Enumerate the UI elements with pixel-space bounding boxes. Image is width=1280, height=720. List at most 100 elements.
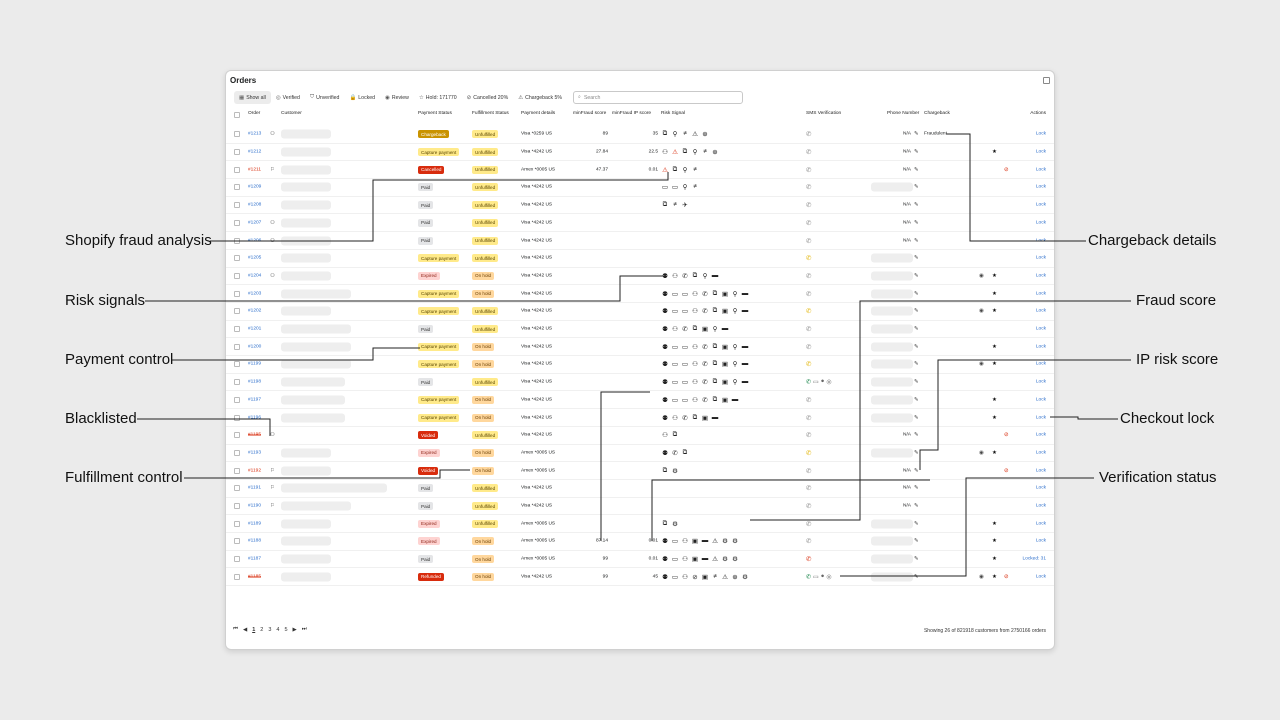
risk-signal-icon[interactable]: ▬ [701, 537, 709, 545]
risk-signal-icon[interactable]: ⚉ [662, 379, 668, 387]
risk-signal-icon[interactable]: ▭ [681, 343, 689, 351]
payment-status-badge[interactable]: Capture payment [418, 307, 460, 316]
risk-signal-icon[interactable]: ⚇ [692, 343, 698, 351]
order-id-link[interactable]: #1204 [248, 273, 262, 279]
phone-icon[interactable]: ✆ [806, 237, 812, 245]
phone-icon[interactable]: ✆ [806, 361, 812, 369]
payment-status-badge[interactable]: Paid [418, 201, 434, 210]
payment-status-badge[interactable]: Paid [418, 236, 434, 245]
checkout-lock-link[interactable]: Lock [1035, 415, 1046, 421]
risk-signal-icon[interactable]: ▭ [671, 184, 679, 192]
col-phone[interactable]: Phone Number [887, 111, 920, 116]
risk-signal-icon[interactable]: ⊕ [712, 149, 718, 157]
risk-signal-icon[interactable]: ▭ [671, 343, 679, 351]
phone-icon[interactable]: ✆ [806, 326, 812, 334]
checkout-lock-link[interactable]: Lock [1035, 149, 1046, 155]
risk-signal-icon[interactable]: ⚇ [682, 538, 688, 546]
order-id-link[interactable]: #1195 [248, 432, 261, 438]
edit-phone-icon[interactable]: ✎ [914, 556, 919, 563]
filter-chip[interactable]: ⊘ Cancelled 20% [462, 91, 514, 104]
order-id-link[interactable]: #1201 [248, 326, 262, 332]
order-id-link[interactable]: #1212 [248, 149, 262, 155]
row-checkbox[interactable] [234, 184, 240, 191]
risk-signal-icon[interactable]: ▬ [711, 413, 719, 421]
order-id-link[interactable]: #1203 [248, 291, 262, 297]
checkout-lock-link[interactable]: Lock [1035, 450, 1046, 456]
order-id-link[interactable]: #1198 [248, 379, 261, 385]
phone-icon[interactable]: ✆ [806, 202, 812, 210]
payment-status-badge[interactable]: Voided [418, 466, 439, 475]
row-checkbox[interactable] [234, 166, 240, 173]
hold-star-icon[interactable]: ★ [992, 556, 997, 563]
phone-icon[interactable]: ✆ [806, 503, 812, 511]
risk-signal-icon[interactable]: ▭ [671, 556, 679, 564]
risk-signal-icon[interactable]: ⚉ [662, 449, 668, 457]
checkout-lock-link[interactable]: Lock [1035, 238, 1046, 244]
row-checkbox[interactable] [234, 396, 240, 403]
payment-status-badge[interactable]: Expired [418, 448, 440, 457]
checkout-lock-link[interactable]: Lock [1035, 538, 1046, 544]
edit-phone-icon[interactable]: ✎ [914, 237, 919, 244]
phone-icon[interactable]: ✆ [806, 131, 812, 139]
payment-status-badge[interactable]: Paid [418, 325, 434, 334]
order-id-link[interactable]: #1197 [248, 397, 261, 403]
risk-signal-icon[interactable]: ▭ [671, 379, 679, 387]
checkout-lock-link[interactable]: Lock [1035, 379, 1046, 385]
table-row[interactable]: #1188 Expired On hold Amex *0005 US 87.14 0.0… [226, 533, 1054, 551]
edit-phone-icon[interactable]: ✎ [914, 272, 919, 279]
risk-signal-icon[interactable]: ▣ [691, 538, 699, 546]
risk-signal-icon[interactable]: ⚇ [692, 290, 698, 298]
fulfillment-status-badge[interactable]: On hold [472, 537, 495, 546]
filter-chip[interactable]: ⛉ Unverified [305, 91, 345, 104]
fulfillment-status-badge[interactable]: Unfulfilled [472, 378, 499, 387]
col-customer[interactable]: Customer [281, 111, 302, 116]
hold-star-icon[interactable]: ★ [992, 308, 997, 315]
risk-signal-icon[interactable]: ⚲ [732, 379, 738, 387]
hold-star-icon[interactable]: ★ [992, 538, 997, 545]
row-checkbox[interactable] [234, 432, 240, 439]
row-checkbox[interactable] [234, 131, 240, 138]
filter-chip[interactable]: ▦ Show all [234, 91, 271, 104]
phone-icon[interactable]: ✆ [806, 184, 812, 192]
risk-signal-icon[interactable]: ✆ [702, 396, 708, 404]
table-row[interactable]: #1187 Paid On hold Amex *0005 US 99 0.01 ⚉ ▭ ⚇ ▣ ▬… [226, 551, 1054, 569]
checkout-lock-link[interactable]: Lock [1035, 202, 1046, 208]
risk-signal-icon[interactable]: ▬ [741, 378, 749, 386]
order-id-link[interactable]: #1188 [248, 538, 261, 544]
checkout-lock-link[interactable]: Lock [1035, 468, 1046, 474]
payment-status-badge[interactable]: Refunded [418, 572, 444, 581]
risk-signal-icon[interactable]: ⊘ [692, 573, 698, 581]
risk-signal-icon[interactable]: ▬ [741, 289, 749, 297]
risk-signal-icon[interactable]: ▣ [701, 573, 709, 581]
risk-signal-icon[interactable]: ✆ [672, 449, 678, 457]
checkout-lock-link[interactable]: Lock [1035, 521, 1046, 527]
phone-icon[interactable]: ✆ [806, 485, 812, 493]
col-minfraud-ip[interactable]: minFraud IP score [612, 111, 652, 116]
risk-signal-icon[interactable]: ⚇ [672, 326, 678, 334]
fulfillment-status-badge[interactable]: Unfulfilled [472, 254, 499, 263]
risk-signal-icon[interactable]: ▭ [671, 396, 679, 404]
fulfillment-status-badge[interactable]: Unfulfilled [472, 130, 499, 139]
fulfillment-status-badge[interactable]: On hold [472, 360, 495, 369]
fulfillment-status-badge[interactable]: Unfulfilled [472, 502, 499, 511]
table-row[interactable]: #1202 Capture payment Unfulfilled Visa *424… [226, 303, 1054, 321]
table-row[interactable]: #1185 Refunded On hold Visa *4242 US 99 45 ⚉ ▭ ⚇… [226, 569, 1054, 587]
risk-signal-icon[interactable]: ⚇ [672, 272, 678, 280]
edit-phone-icon[interactable]: ✎ [914, 520, 919, 527]
payment-status-badge[interactable]: Capture payment [418, 342, 460, 351]
payment-status-badge[interactable]: Capture payment [418, 289, 460, 298]
checkout-lock-link[interactable]: Locked: 31 [1022, 556, 1046, 562]
row-checkbox[interactable] [234, 361, 240, 368]
payment-status-badge[interactable]: Capture payment [418, 413, 460, 422]
phone-icon[interactable]: ✆ [806, 343, 812, 351]
hold-star-icon[interactable]: ★ [992, 361, 997, 368]
table-row[interactable]: #1204 ⚇ Expired On hold Visa *4242 US ⚉ ⚇ ✆ ⧉ ⚲ ▬ ✆… [226, 268, 1054, 286]
hold-star-icon[interactable]: ★ [992, 449, 997, 456]
order-id-link[interactable]: #1208 [248, 202, 262, 208]
payment-status-badge[interactable]: Paid [418, 183, 434, 192]
search-input[interactable]: ⌕ Search [573, 91, 744, 104]
fulfillment-status-badge[interactable]: Unfulfilled [472, 484, 499, 493]
risk-signal-icon[interactable]: ✆ [682, 326, 688, 334]
fulfillment-status-badge[interactable]: On hold [472, 413, 495, 422]
risk-signal-icon[interactable]: ⚲ [712, 326, 718, 334]
